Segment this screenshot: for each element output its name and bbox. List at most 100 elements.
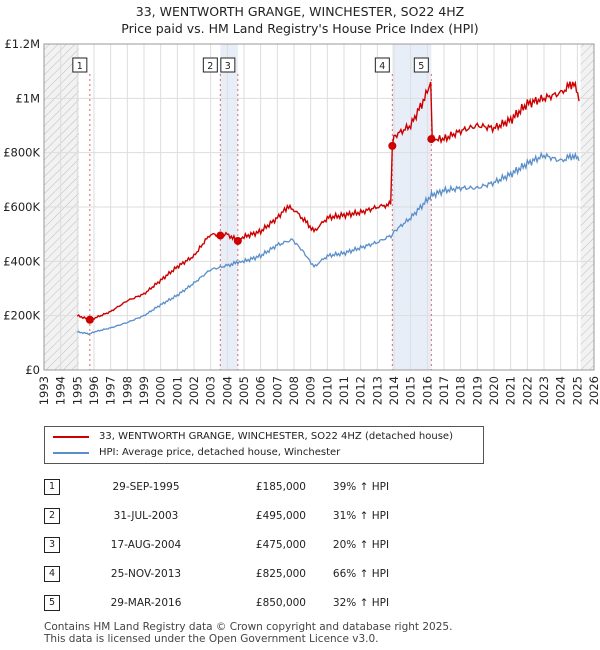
sale-date: 29-MAR-2016	[110, 596, 182, 609]
x-tick-label: 2023	[537, 376, 551, 405]
sale-label-box	[413, 57, 429, 73]
legend-swatch-property	[53, 436, 89, 438]
sale-date: 25-NOV-2013	[110, 567, 182, 580]
x-tick-label: 2003	[204, 376, 218, 405]
x-tick-label: 1996	[87, 376, 101, 405]
x-tick-label: 2021	[504, 376, 518, 405]
sale-price: £495,000	[255, 509, 306, 522]
sale-number-badge: 4	[44, 565, 60, 582]
sale-point	[427, 135, 436, 144]
sale-label: 2	[207, 61, 213, 72]
sale-price: £825,000	[255, 567, 306, 580]
sale-hpi-change: 32% ↑ HPI	[332, 596, 390, 609]
x-tick-label: 1993	[37, 376, 51, 405]
sale-number: 2	[44, 501, 86, 530]
sale-label: 4	[379, 61, 385, 72]
sale-hpi-change: 66% ↑ HPI	[332, 567, 390, 580]
legend-label-hpi: HPI: Average price, detached house, Winc…	[99, 447, 341, 458]
sale-point	[85, 315, 94, 324]
sale-number: 1	[44, 472, 86, 501]
sale-label-box	[374, 57, 390, 73]
y-tick-label: £400K	[3, 254, 40, 268]
sale-number-badge: 3	[44, 536, 60, 553]
y-tick-label: £800K	[3, 146, 40, 160]
x-tick-label: 2004	[220, 376, 234, 405]
sale-price: £850,000	[255, 596, 306, 609]
sale-number-badge: 2	[44, 507, 60, 524]
sale-label: 1	[77, 61, 83, 72]
sale-point	[216, 231, 225, 240]
sale-label: 5	[418, 61, 424, 72]
footer-license: This data is licensed under the Open Gov…	[44, 633, 379, 645]
legend-label-property: 33, WENTWORTH GRANGE, WINCHESTER, SO22 4…	[99, 431, 453, 442]
x-tick-label: 1994	[54, 376, 68, 405]
x-tick-label: 2001	[170, 376, 184, 405]
table-row: 5 29-MAR-2016 £850,000 32% ↑ HPI	[44, 588, 416, 617]
x-tick-label: 2008	[287, 376, 301, 405]
y-tick-label: £200K	[3, 309, 40, 323]
sale-date: 17-AUG-2004	[110, 538, 182, 551]
x-tick-label: 2016	[420, 376, 434, 405]
y-tick-label: £1.2M	[4, 37, 40, 51]
x-tick-label: 2011	[337, 376, 351, 405]
series-line-property	[76, 80, 580, 322]
x-tick-label: 2026	[587, 376, 600, 405]
x-tick-label: 2007	[270, 376, 284, 405]
x-tick-label: 1997	[104, 376, 118, 405]
plot-frame	[43, 43, 595, 371]
chart-subtitle: Price paid vs. HM Land Registry's House …	[121, 21, 479, 36]
y-tick-label: £600K	[3, 200, 40, 214]
table-row: 4 25-NOV-2013 £825,000 66% ↑ HPI	[44, 559, 416, 588]
sale-number: 4	[44, 559, 86, 588]
sale-hpi-change: 31% ↑ HPI	[332, 509, 390, 522]
table-row: 3 17-AUG-2004 £475,000 20% ↑ HPI	[44, 530, 416, 559]
sale-price: £185,000	[255, 480, 306, 493]
sale-label-box	[72, 57, 88, 73]
series-line-hpi	[76, 151, 580, 336]
sales-table: 1 29-SEP-1995 £185,000 39% ↑ HPI 2 31-JUL-200…	[44, 472, 416, 617]
legend-swatch-hpi	[53, 452, 89, 454]
sale-price: £475,000	[255, 538, 306, 551]
sale-label-box	[220, 57, 236, 73]
sale-number-badge: 1	[44, 478, 60, 495]
x-tick-label: 2022	[520, 376, 534, 405]
x-tick-label: 2009	[304, 376, 318, 405]
table-row: 1 29-SEP-1995 £185,000 39% ↑ HPI	[44, 472, 416, 501]
sale-number: 3	[44, 530, 86, 559]
x-tick-label: 2013	[370, 376, 384, 405]
x-tick-label: 1995	[70, 376, 84, 405]
x-tick-label: 2012	[354, 376, 368, 405]
x-tick-label: 2025	[570, 376, 584, 405]
chart-title: 33, WENTWORTH GRANGE, WINCHESTER, SO22 4…	[135, 4, 465, 19]
x-tick-label: 2006	[254, 376, 268, 405]
x-tick-label: 2018	[454, 376, 468, 405]
x-tick-label: 2010	[320, 376, 334, 405]
sale-label-box	[202, 57, 218, 73]
footer-copyright: Contains HM Land Registry data © Crown c…	[44, 621, 453, 633]
x-tick-label: 2019	[470, 376, 484, 405]
table-row: 2 31-JUL-2003 £495,000 31% ↑ HPI	[44, 501, 416, 530]
sale-date: 29-SEP-1995	[112, 480, 180, 493]
sale-hpi-change: 20% ↑ HPI	[332, 538, 390, 551]
x-tick-label: 2005	[237, 376, 251, 405]
y-tick-label: £1M	[15, 91, 40, 105]
sale-point	[388, 141, 397, 150]
x-tick-label: 1998	[120, 376, 134, 405]
sale-date: 31-JUL-2003	[113, 509, 179, 522]
x-tick-label: 2002	[187, 376, 201, 405]
sale-label: 3	[225, 61, 231, 72]
sale-number-badge: 5	[44, 594, 60, 611]
x-tick-label: 2015	[404, 376, 418, 405]
legend: 33, WENTWORTH GRANGE, WINCHESTER, SO22 4…	[44, 426, 484, 464]
x-tick-label: 1999	[137, 376, 151, 405]
x-tick-label: 2024	[554, 376, 568, 405]
sale-number: 5	[44, 588, 86, 617]
x-tick-label: 2014	[387, 376, 401, 405]
x-tick-label: 2017	[437, 376, 451, 405]
y-tick-label: £0	[25, 363, 40, 377]
footer: Contains HM Land Registry data © Crown c…	[44, 621, 452, 645]
x-tick-label: 2000	[154, 376, 168, 405]
sale-point	[233, 236, 242, 245]
sale-hpi-change: 39% ↑ HPI	[332, 480, 390, 493]
